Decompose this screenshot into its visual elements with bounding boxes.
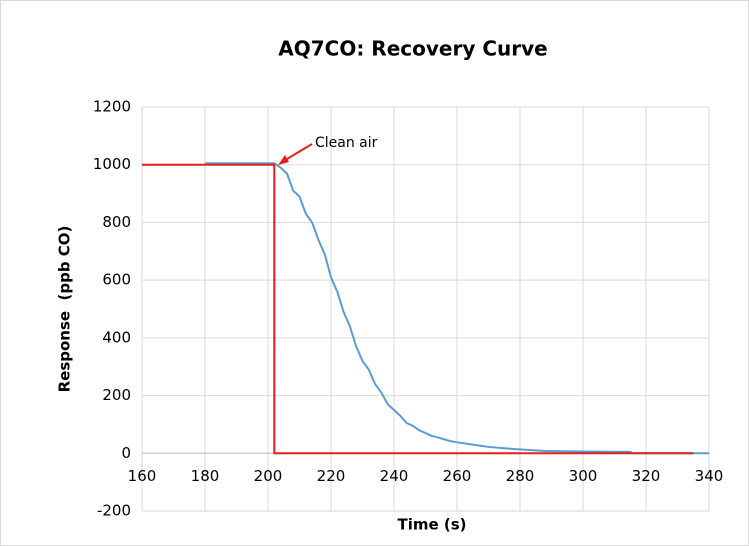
x-tick-label: 320 [632,467,661,485]
x-tick-label: 180 [191,467,220,485]
y-tick-label: -200 [97,502,131,520]
y-tick-label: 0 [121,444,131,462]
line-series [142,163,694,455]
x-tick-label: 220 [317,467,346,485]
annotation-arrowhead [278,155,289,165]
x-tick-label: 300 [569,467,598,485]
x-tick-label: 200 [254,467,283,485]
x-tick-label: 160 [128,467,157,485]
y-axis-label: Response (ppb CO) [56,226,74,393]
plot-area: -200 0 200 400 600 800 1000 1200 160 180 200 220 240… [93,98,724,520]
x-tick-label: 260 [443,467,472,485]
annotation: Clean air [315,135,378,151]
y-tick-label: 400 [102,328,131,346]
line-series [205,162,709,455]
y-tick-label: 200 [102,386,131,404]
x-axis-label: Time (s) [397,516,466,534]
y-tick-label: 600 [102,271,131,289]
y-tick-label: 1200 [93,98,131,116]
x-tick-label: 340 [695,467,724,485]
x-tick-label: 240 [380,467,409,485]
y-tick-label: 800 [102,213,131,231]
y-tick-label: 1000 [93,155,131,173]
chart-title: AQ7CO: Recovery Curve [278,37,547,61]
x-tick-label: 280 [506,467,535,485]
